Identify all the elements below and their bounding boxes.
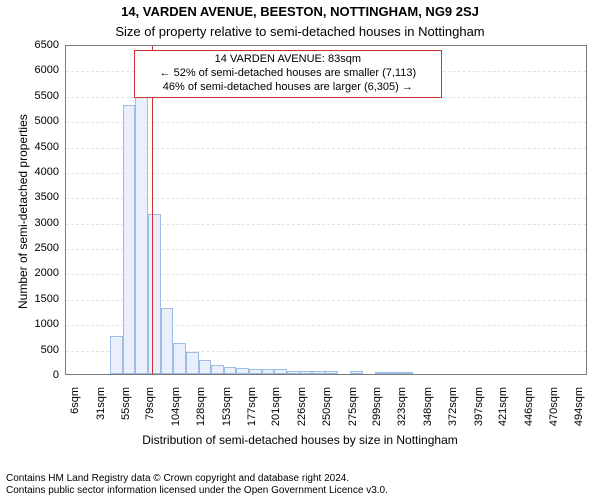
histogram-bar xyxy=(287,371,300,374)
histogram-bar xyxy=(325,371,338,374)
histogram-bar xyxy=(388,372,401,374)
histogram-bar xyxy=(274,369,287,374)
histogram-bar xyxy=(236,368,249,374)
histogram-bar xyxy=(312,371,325,374)
x-tick-label: 348sqm xyxy=(422,387,434,447)
license-line-1: Contains HM Land Registry data © Crown c… xyxy=(6,473,388,485)
x-tick-label: 250sqm xyxy=(321,387,333,447)
x-tick-label: 397sqm xyxy=(473,387,485,447)
annotation-line-2: ← 52% of semi-detached houses are smalle… xyxy=(139,67,437,81)
x-tick-label: 31sqm xyxy=(95,387,107,447)
histogram-bar xyxy=(161,308,174,374)
histogram-bar xyxy=(148,214,161,374)
annotation-line-3: 46% of semi-detached houses are larger (… xyxy=(139,81,437,95)
x-tick-label: 299sqm xyxy=(371,387,383,447)
x-tick-label: 201sqm xyxy=(270,387,282,447)
y-tick-label: 4000 xyxy=(25,166,59,178)
y-tick-label: 1000 xyxy=(25,318,59,330)
chart-subtitle: Size of property relative to semi-detach… xyxy=(0,24,600,39)
histogram-bar xyxy=(375,372,388,374)
x-tick-label: 177sqm xyxy=(246,387,258,447)
histogram-bar xyxy=(199,360,212,374)
histogram-bar xyxy=(262,369,275,374)
histogram-bar xyxy=(224,367,237,374)
x-tick-label: 6sqm xyxy=(69,387,81,447)
y-tick-label: 500 xyxy=(25,344,59,356)
histogram-bar xyxy=(401,372,414,374)
x-tick-label: 153sqm xyxy=(221,387,233,447)
plot-area: 14 VARDEN AVENUE: 83sqm← 52% of semi-det… xyxy=(65,45,587,375)
y-tick-label: 5000 xyxy=(25,115,59,127)
x-tick-label: 55sqm xyxy=(120,387,132,447)
license-text: Contains HM Land Registry data © Crown c… xyxy=(6,473,388,496)
y-tick-label: 0 xyxy=(25,369,59,381)
y-tick-label: 3500 xyxy=(25,191,59,203)
x-tick-label: 446sqm xyxy=(523,387,535,447)
y-tick-label: 3000 xyxy=(25,217,59,229)
y-tick-label: 6000 xyxy=(25,64,59,76)
annotation-line-1: 14 VARDEN AVENUE: 83sqm xyxy=(139,53,437,67)
histogram-bar xyxy=(300,371,313,374)
x-tick-label: 470sqm xyxy=(548,387,560,447)
histogram-bar xyxy=(123,105,136,374)
histogram-bar xyxy=(135,90,148,374)
y-tick-label: 1500 xyxy=(25,293,59,305)
x-tick-label: 128sqm xyxy=(195,387,207,447)
histogram-bar xyxy=(186,352,199,374)
x-tick-label: 226sqm xyxy=(296,387,308,447)
x-tick-label: 372sqm xyxy=(447,387,459,447)
license-line-2: Contains public sector information licen… xyxy=(6,485,388,497)
x-tick-label: 275sqm xyxy=(347,387,359,447)
x-tick-label: 104sqm xyxy=(170,387,182,447)
chart-title: 14, VARDEN AVENUE, BEESTON, NOTTINGHAM, … xyxy=(0,4,600,19)
annotation-box: 14 VARDEN AVENUE: 83sqm← 52% of semi-det… xyxy=(134,50,442,98)
histogram-bar xyxy=(350,371,363,374)
y-tick-label: 5500 xyxy=(25,90,59,102)
x-tick-label: 323sqm xyxy=(396,387,408,447)
histogram-bar xyxy=(110,336,123,374)
x-tick-label: 494sqm xyxy=(573,387,585,447)
x-tick-label: 79sqm xyxy=(144,387,156,447)
histogram-bar xyxy=(173,343,186,374)
y-tick-label: 4500 xyxy=(25,141,59,153)
y-tick-label: 2000 xyxy=(25,267,59,279)
x-tick-label: 421sqm xyxy=(497,387,509,447)
histogram-bar xyxy=(211,365,224,374)
y-tick-label: 6500 xyxy=(25,39,59,51)
y-tick-label: 2500 xyxy=(25,242,59,254)
histogram-bar xyxy=(249,369,262,374)
